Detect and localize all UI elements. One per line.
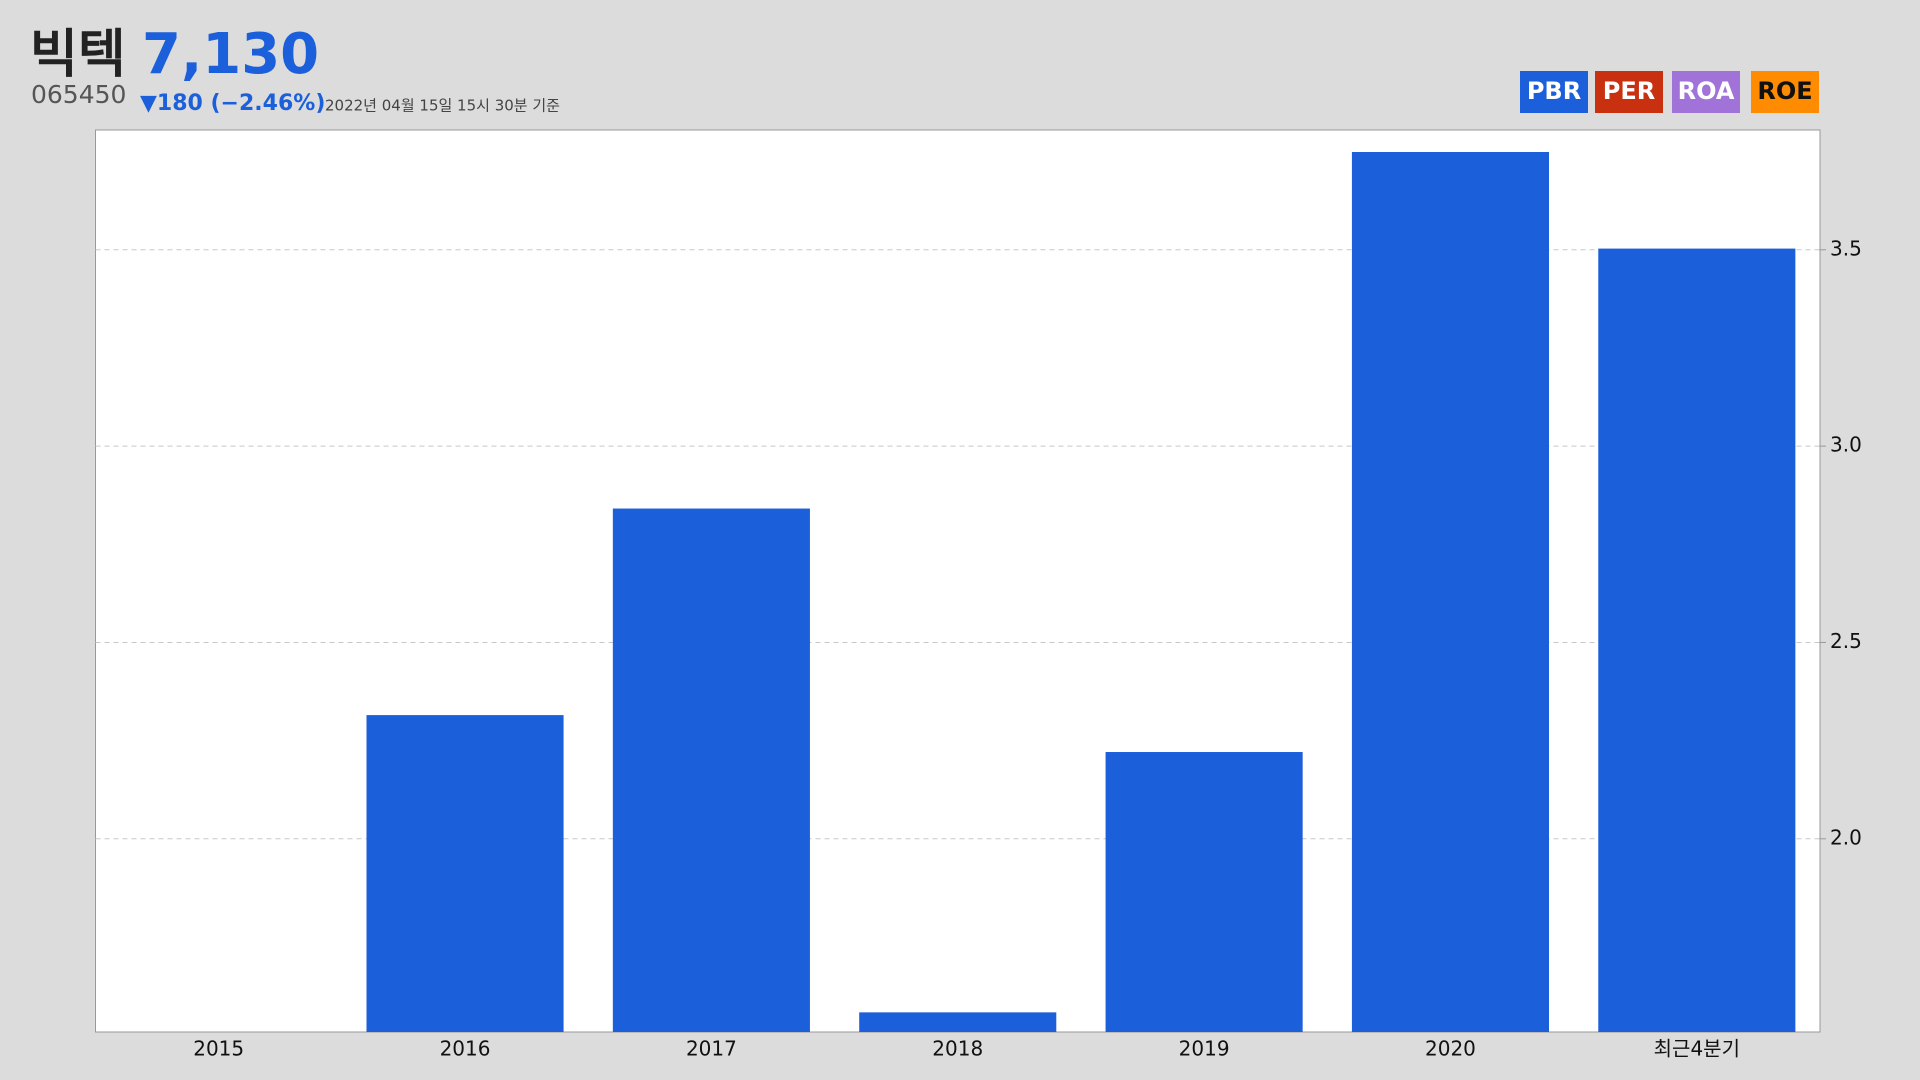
plot-area xyxy=(95,129,1821,1033)
y-tick-label: 2.0 xyxy=(1830,825,1862,849)
x-tick-label: 2018 xyxy=(932,1037,983,1061)
tab-label[interactable]: PER xyxy=(1603,77,1655,105)
stock-price: 7,130 xyxy=(142,22,319,87)
x-tick-label: 2015 xyxy=(193,1037,244,1061)
timestamp: 2022년 04월 15일 15시 30분 기준 xyxy=(325,97,560,115)
y-tick-label: 3.5 xyxy=(1830,236,1862,260)
x-tick-label: 2016 xyxy=(440,1037,491,1061)
tab-button[interactable] xyxy=(1672,71,1740,113)
x-tick-label: 2019 xyxy=(1179,1037,1230,1061)
bar xyxy=(859,1012,1057,1032)
bar xyxy=(1105,752,1303,1032)
bar xyxy=(366,715,564,1032)
y-tick-label: 2.5 xyxy=(1830,629,1862,653)
bar xyxy=(612,508,810,1032)
price-change: ▼180 (−2.46%) xyxy=(140,91,325,116)
tab-label[interactable]: ROE xyxy=(1757,77,1812,105)
stock-code: 065450 xyxy=(31,80,126,109)
stock-name: 빅텍 xyxy=(30,25,126,85)
bar xyxy=(1351,151,1550,1032)
tab-button[interactable] xyxy=(1595,71,1663,113)
x-tick-label: 2020 xyxy=(1425,1037,1476,1061)
tab-label[interactable]: ROA xyxy=(1678,77,1735,105)
tab-label[interactable]: PBR xyxy=(1527,77,1581,105)
y-tick-label: 3.0 xyxy=(1830,433,1862,457)
tab-button[interactable] xyxy=(1751,71,1819,113)
x-tick-label: 2017 xyxy=(686,1037,737,1061)
bar xyxy=(1598,248,1796,1033)
tab-button[interactable] xyxy=(1520,71,1588,113)
x-tick-label: 최근4분기 xyxy=(1654,1037,1740,1061)
